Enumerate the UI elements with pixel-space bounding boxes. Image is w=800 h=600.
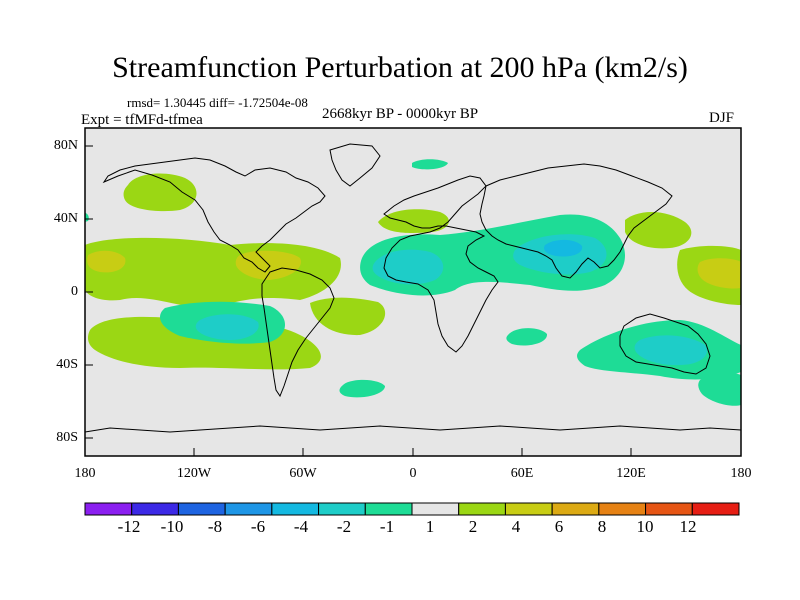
map-title: Streamfunction Perturbation at 200 hPa (… [112, 51, 688, 84]
coastlines [85, 143, 741, 433]
axis-ticks [84, 145, 742, 456]
negative-region-indian-south [698, 373, 741, 406]
colorbar-swatch [458, 502, 506, 516]
colorbar-label: 2 [468, 517, 478, 536]
positive-region-pacific-east [85, 237, 341, 309]
lat-label: 40N [53, 211, 78, 226]
colorbar-swatch [177, 502, 226, 516]
negative-region-north-atlantic [412, 159, 448, 170]
positive-region-japan [625, 211, 692, 249]
colorbar-label: -2 [336, 517, 352, 536]
experiment-text: Expt = tfMFd-tfmea [81, 112, 203, 128]
colorbar-swatch [364, 502, 413, 516]
core-region-west-pacific [697, 258, 741, 289]
core-region-sahara [372, 249, 444, 285]
lon-label: 120E [616, 466, 646, 481]
colorbar-label: -8 [207, 517, 223, 536]
positive-region-alaska [123, 173, 197, 212]
core-region-australia [634, 335, 708, 366]
lon-label: 60E [510, 466, 534, 481]
negative-region-west-edge [85, 213, 89, 222]
stats-text: rmsd= 1.30445 diff= -1.72504e-08 [127, 95, 308, 110]
colorbar-swatch [598, 502, 647, 516]
colorbar-label: -4 [293, 517, 309, 536]
colorbar-swatch [318, 502, 366, 516]
lon-label: 180 [74, 466, 96, 481]
coastline-antarctica [85, 425, 741, 433]
period-text: 2668kyr BP - 0000kyr BP [322, 106, 479, 122]
lat-label: 40S [56, 357, 78, 372]
colorbar-swatch [645, 502, 693, 516]
coastline-north-america [102, 157, 326, 273]
colorbar-label: 10 [636, 517, 654, 536]
colorbar [84, 502, 740, 516]
lat-label: 80N [53, 138, 78, 153]
colorbar-label: -12 [117, 517, 141, 536]
colorbar-swatch [271, 502, 320, 516]
core-region-caribbean [235, 250, 301, 280]
lon-label: 60W [289, 466, 317, 481]
lon-label: 180 [730, 466, 752, 481]
lon-label: 0 [409, 466, 417, 481]
colorbar-label: -10 [160, 517, 184, 536]
core-region-india-strong [544, 239, 583, 257]
coastline-africa-europe [383, 175, 499, 353]
colorbar-swatch [84, 502, 133, 516]
contour-fills [85, 159, 741, 406]
colorbar-label: -6 [250, 517, 266, 536]
negative-region-south-atlantic-small [339, 379, 385, 398]
lat-label: 80S [56, 430, 78, 445]
core-region-pacific [195, 314, 259, 340]
coastline-asia [479, 163, 673, 279]
colorbar-label: 4 [511, 517, 521, 536]
lon-label: 120W [176, 466, 212, 481]
core-region-eastern-pacific [87, 250, 126, 273]
colorbar-swatch [411, 502, 460, 516]
colorbar-swatch [504, 502, 553, 516]
coastline-australia [619, 313, 711, 375]
lat-label: 0 [71, 284, 78, 299]
colorbar-swatch [131, 502, 179, 516]
negative-region-indian-small [506, 328, 548, 346]
colorbar-label: 6 [554, 517, 564, 536]
season-text: DJF [709, 110, 735, 126]
colorbar-label: 8 [597, 517, 607, 536]
positive-region-mediterranean [378, 209, 449, 233]
colorbar-swatch [691, 502, 740, 516]
colorbar-label: 12 [679, 517, 697, 536]
coastline-south-america [261, 267, 335, 398]
colorbar-label: 1 [425, 517, 435, 536]
colorbar-swatch [551, 502, 600, 516]
positive-region-south-atlantic [310, 297, 386, 336]
coastline-greenland [329, 143, 381, 187]
colorbar-label: -1 [379, 517, 395, 536]
colorbar-swatch [224, 502, 273, 516]
